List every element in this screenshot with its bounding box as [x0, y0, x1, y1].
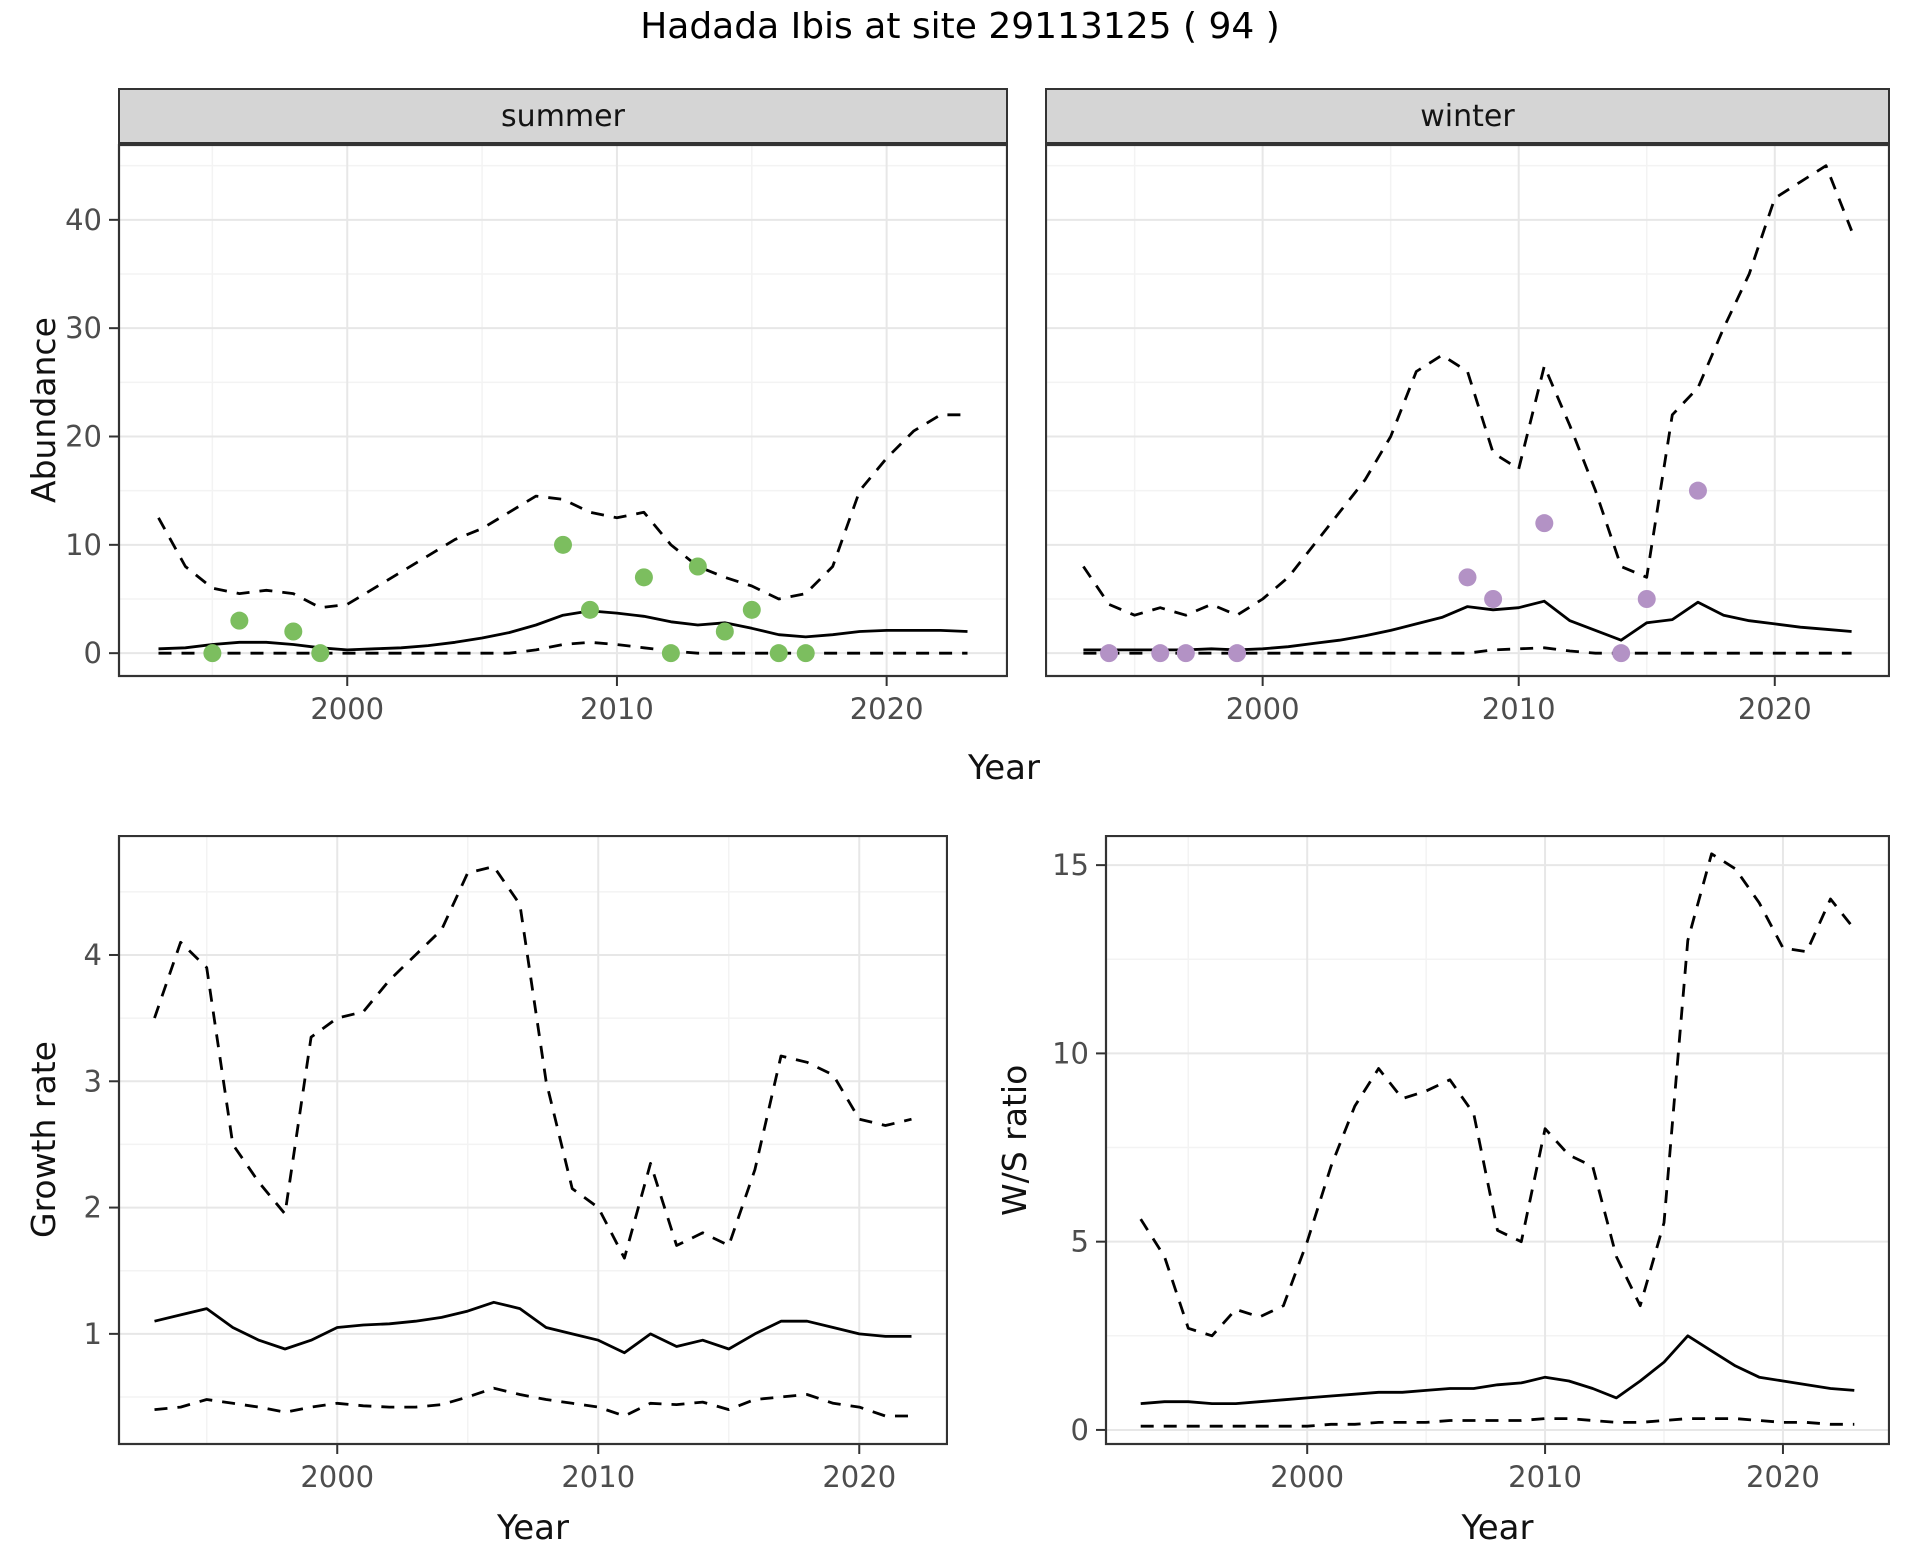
ws-ratio-chart: 2000 2010 2020 0 5 10 15 [1030, 834, 1891, 1519]
facet-strip-winter-label: winter [1420, 98, 1515, 134]
svg-text:2020: 2020 [822, 1460, 896, 1494]
facet-strip-winter: winter [1045, 88, 1890, 144]
abundance-summer-plot: 2000 2010 2020 0 10 20 30 40 [65, 143, 1009, 726]
abundance-summer-chart: 2000 2010 2020 0 10 20 30 40 [43, 143, 1009, 753]
svg-text:0: 0 [1071, 1413, 1089, 1447]
svg-text:2020: 2020 [1746, 1460, 1820, 1494]
abundance-winter-chart: 2000 2010 2020 [1044, 143, 1891, 753]
facet-strip-summer: summer [118, 88, 1008, 144]
svg-text:2000: 2000 [300, 1460, 374, 1494]
ws-ratio-plot: 2000 2010 2020 0 5 10 15 [1052, 834, 1891, 1494]
svg-text:2000: 2000 [1226, 692, 1300, 726]
growth-x-axis-title: Year [497, 1508, 569, 1548]
svg-text:2010: 2010 [1482, 692, 1556, 726]
svg-text:2000: 2000 [1270, 1460, 1344, 1494]
svg-text:4: 4 [84, 938, 102, 972]
top-x-axis-title: Year [968, 748, 1040, 788]
svg-text:10: 10 [1052, 1036, 1089, 1070]
svg-text:2: 2 [84, 1191, 102, 1225]
growth-rate-plot: 2000 2010 2020 1 2 3 4 [84, 834, 949, 1494]
svg-text:30: 30 [65, 311, 102, 345]
svg-text:3: 3 [84, 1064, 102, 1098]
svg-text:1: 1 [84, 1317, 102, 1351]
figure-title: Hadada Ibis at site 29113125 ( 94 ) [640, 6, 1280, 47]
svg-text:2000: 2000 [310, 692, 384, 726]
svg-text:0: 0 [84, 636, 102, 670]
svg-text:10: 10 [65, 528, 102, 562]
svg-text:40: 40 [65, 203, 102, 237]
abundance-winter-plot: 2000 2010 2020 [1044, 143, 1891, 726]
svg-text:2020: 2020 [850, 692, 924, 726]
svg-text:2010: 2010 [580, 692, 654, 726]
svg-text:20: 20 [65, 420, 102, 454]
ws-x-axis-title: Year [1461, 1508, 1534, 1548]
ws-ratio-axis-title: W/S ratio [995, 1064, 1034, 1216]
svg-text:5: 5 [1071, 1225, 1089, 1259]
facet-strip-summer-label: summer [501, 98, 625, 134]
svg-text:2010: 2010 [1508, 1460, 1582, 1494]
svg-text:2010: 2010 [561, 1460, 635, 1494]
growth-rate-chart: 2000 2010 2020 1 2 3 4 [43, 834, 949, 1519]
svg-text:2020: 2020 [1738, 692, 1812, 726]
svg-text:15: 15 [1052, 848, 1089, 882]
